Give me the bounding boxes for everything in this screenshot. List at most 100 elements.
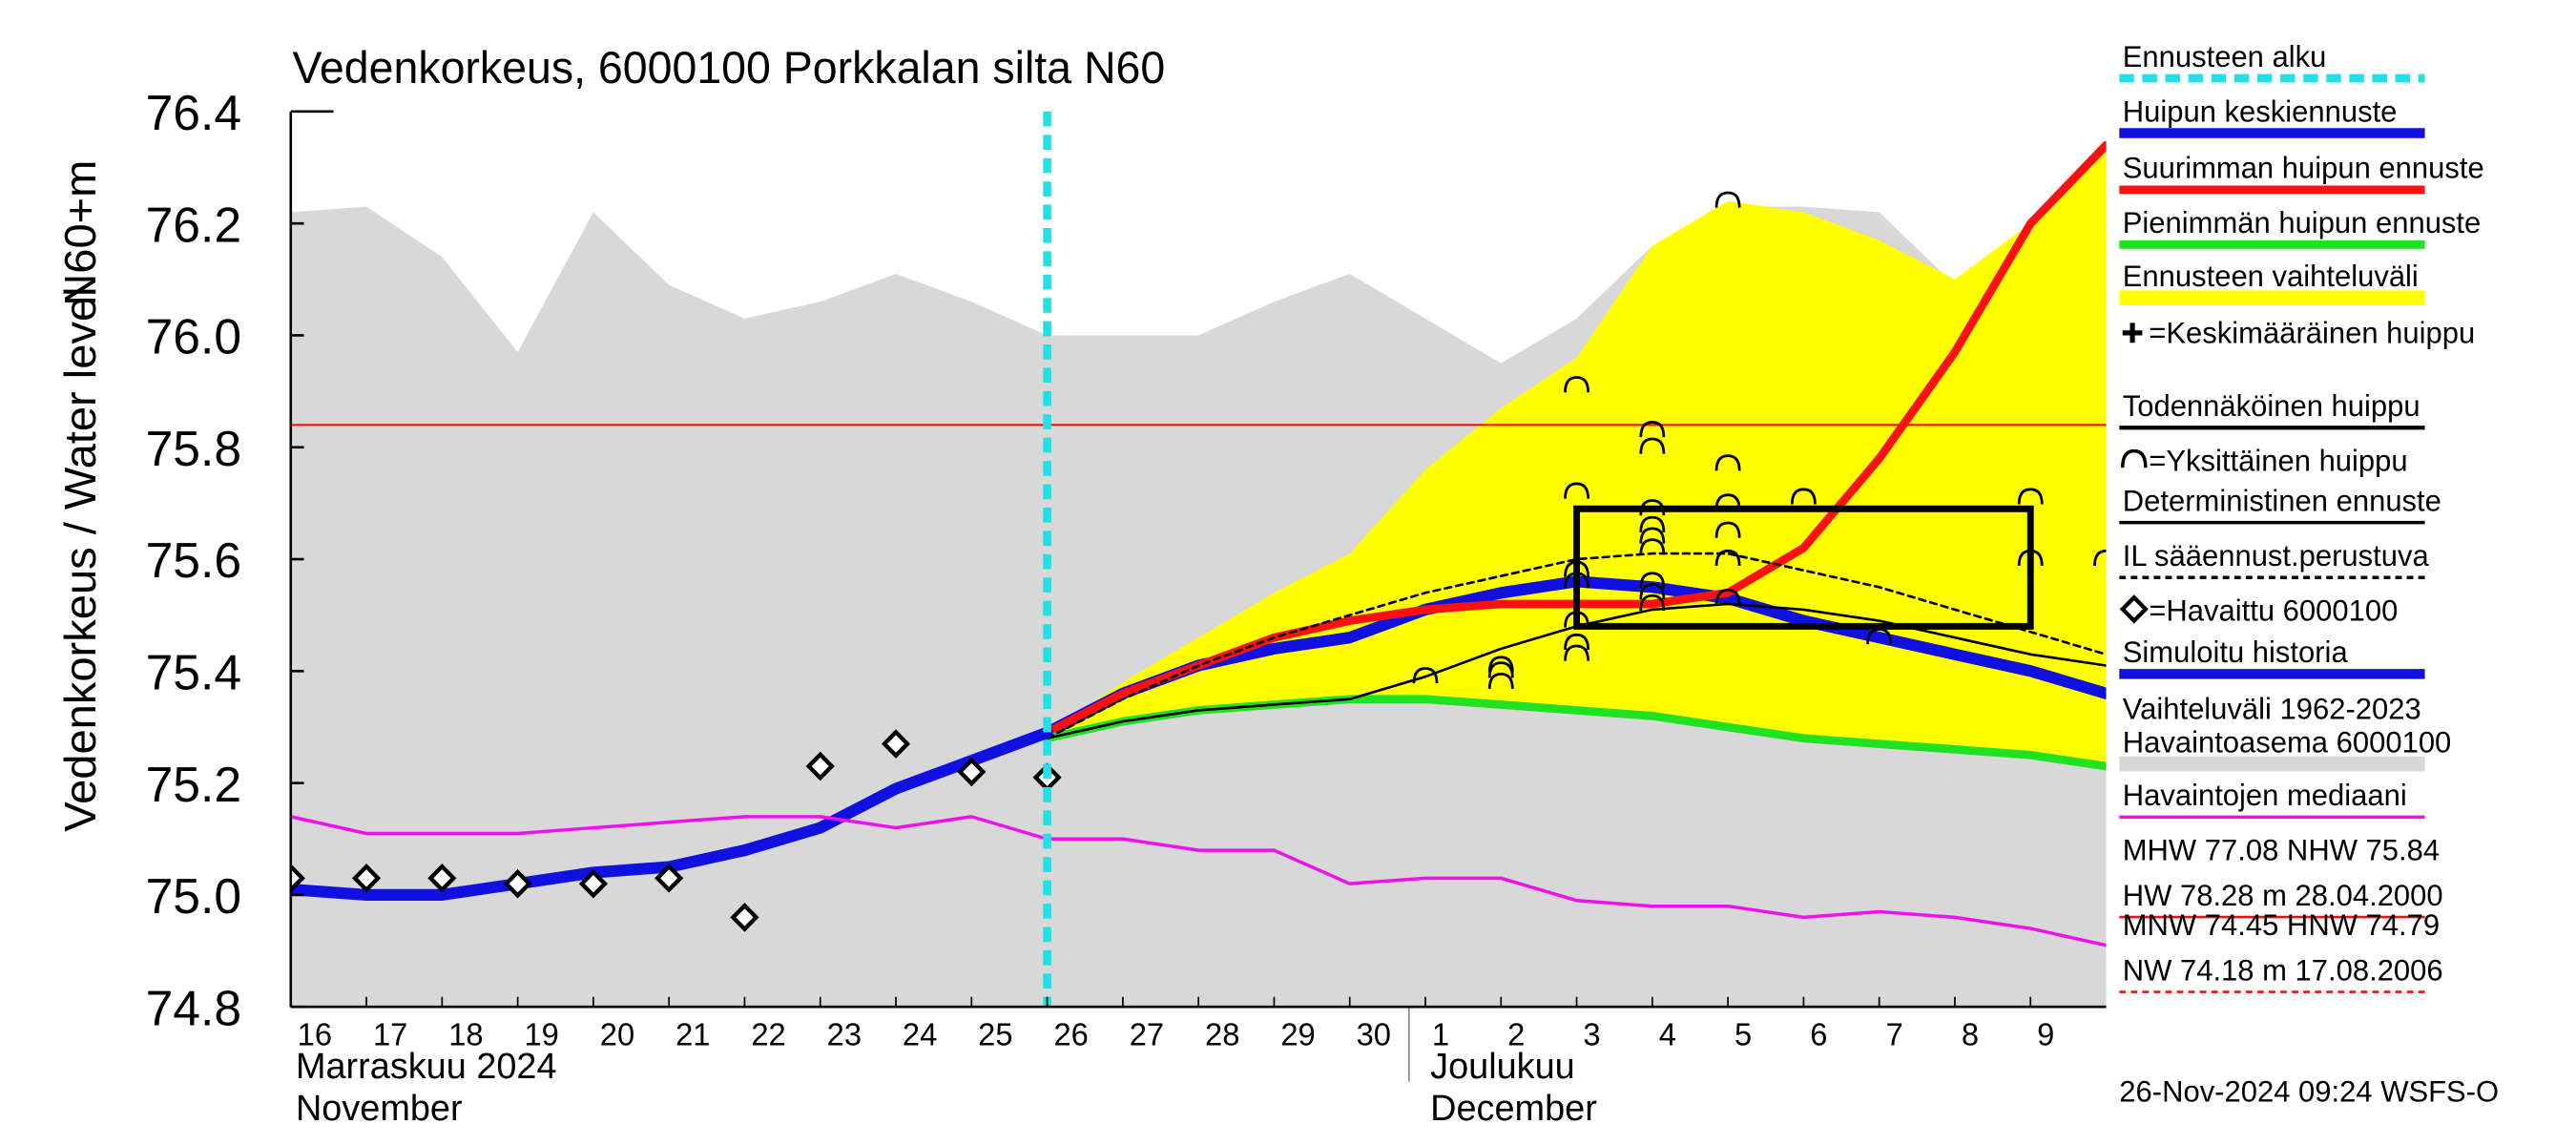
legend-label: Suurimman huipun ennuste (2123, 151, 2484, 184)
x-tick-label: 28 (1205, 1016, 1239, 1051)
peak-arc (1639, 583, 1666, 600)
x-tick-label: 29 (1280, 1016, 1315, 1051)
legend-label: Todennäköinen huippu (2123, 389, 2420, 423)
x-tick-label: 1 (1432, 1016, 1449, 1051)
peak-arc (1639, 421, 1666, 438)
legend-label: MHW 77.08 NHW 75.84 (2123, 834, 2440, 867)
legend-icon (2121, 448, 2148, 468)
legend-label: Havaintojen mediaani (2123, 779, 2407, 812)
y-tick-label: 75.8 (146, 422, 242, 477)
peak-arc (1412, 667, 1439, 684)
plot-area (290, 111, 2107, 1008)
y-tick-label: 76.0 (146, 309, 242, 364)
footer: 26-Nov-2024 09:24 WSFS-O (2119, 1074, 2499, 1108)
peak-arc (1714, 493, 1741, 510)
legend-label: HW 78.28 m 28.04.2000 (2123, 879, 2443, 912)
y-tick-label: 76.2 (146, 198, 242, 253)
peak-arc (1639, 437, 1666, 454)
legend-label: NW 74.18 m 17.08.2006 (2123, 953, 2443, 987)
x-tick-label: 25 (978, 1016, 1012, 1051)
peak-arc (1639, 527, 1666, 544)
legend-label: Pienimmän huipun ennuste (2123, 206, 2482, 239)
x-tick-label: 6 (1810, 1016, 1827, 1051)
x-tick-label: 16 (298, 1016, 332, 1051)
observation-marker (881, 729, 911, 759)
legend-label: Vaihteluväli 1962-2023 (2123, 692, 2421, 725)
x-tick-label: 2 (1507, 1016, 1525, 1051)
legend-label: Havaintoasema 6000100 (2123, 725, 2452, 759)
legend-icon (2122, 323, 2143, 344)
x-tick-label: 7 (1886, 1016, 1903, 1051)
legend-label: Deterministinen ennuste (2123, 484, 2441, 517)
peak-arc (1714, 549, 1741, 567)
peak-arc (1564, 482, 1589, 499)
y-tick-label: 75.4 (146, 645, 242, 700)
peak-arc (1866, 628, 1893, 645)
legend-label: Huipun keskiennuste (2123, 94, 2398, 128)
x-tick-label: 4 (1659, 1016, 1676, 1051)
peak-arc (2017, 488, 2044, 505)
legend-label: =Yksittäinen huippu (2149, 444, 2407, 477)
legend-label: IL sääennust.perustuva (2123, 539, 2430, 572)
probable-peak-box (1573, 505, 2034, 630)
peak-arc (1639, 499, 1666, 516)
peak-arc (1564, 572, 1589, 589)
y-axis-label: Vedenkorkeus / Water level (55, 286, 105, 831)
peak-arc (1487, 672, 1514, 690)
peak-arc (1714, 454, 1741, 471)
peak-arc (1639, 515, 1666, 532)
observation-marker (351, 864, 382, 893)
legend-icon (2119, 594, 2149, 624)
forecast-band (1047, 150, 2107, 767)
peak-arc (1487, 661, 1514, 678)
month-label: Marraskuu 2024 (296, 1046, 557, 1087)
series-line (1046, 552, 2107, 740)
peak-arc (1790, 488, 1817, 505)
x-tick-label: 17 (373, 1016, 407, 1051)
peak-arc (1564, 560, 1589, 577)
legend-label: MNW 74.45 HNW 74.79 (2123, 908, 2440, 942)
y-axis-unit: N60+m (55, 160, 105, 306)
y-tick-label: 74.8 (146, 981, 242, 1036)
x-tick-label: 23 (827, 1016, 862, 1051)
legend-label: Simuloitu historia (2123, 635, 2349, 669)
x-tick-label: 30 (1357, 1016, 1391, 1051)
y-tick-label: 76.4 (146, 86, 242, 141)
x-tick-label: 21 (675, 1016, 710, 1051)
x-tick-label: 9 (2037, 1016, 2054, 1051)
observation-marker (654, 864, 684, 893)
peak-arc (1487, 656, 1514, 673)
x-tick-label: 8 (1962, 1016, 1979, 1051)
x-tick-label: 18 (448, 1016, 483, 1051)
legend-label: =Havaittu 6000100 (2149, 593, 2398, 627)
peak-arc (1714, 191, 1741, 208)
month-label: December (1430, 1088, 1597, 1129)
series-line (290, 815, 2107, 947)
y-tick-label: 75.0 (146, 869, 242, 925)
month-label: November (296, 1088, 463, 1129)
observation-marker (805, 751, 835, 781)
peak-arc (1639, 593, 1666, 611)
x-tick-label: 22 (751, 1016, 785, 1051)
x-tick-label: 27 (1130, 1016, 1164, 1051)
x-tick-label: 26 (1053, 1016, 1088, 1051)
y-tick-label: 75.2 (146, 758, 242, 813)
peak-arc (1639, 538, 1666, 555)
chart-title: Vedenkorkeus, 6000100 Porkkalan silta N6… (293, 43, 1166, 93)
peak-arc (1564, 644, 1589, 661)
observation-marker (427, 864, 457, 893)
observation-marker (290, 864, 305, 893)
legend-label: Ennusteen vaihteluväli (2123, 260, 2419, 293)
observation-marker (578, 868, 609, 899)
peak-arc (1564, 633, 1589, 651)
observation-marker (730, 903, 759, 932)
legend: Ennusteen alku Huipun keskiennuste Suurimm… (2119, 40, 2484, 993)
observation-marker (503, 868, 532, 899)
peak-arc (1639, 572, 1666, 589)
x-tick-label: 19 (525, 1016, 559, 1051)
month-label: Joulukuu (1430, 1046, 1575, 1087)
y-tick-label: 75.6 (146, 533, 242, 589)
peak-arc (1564, 376, 1589, 393)
